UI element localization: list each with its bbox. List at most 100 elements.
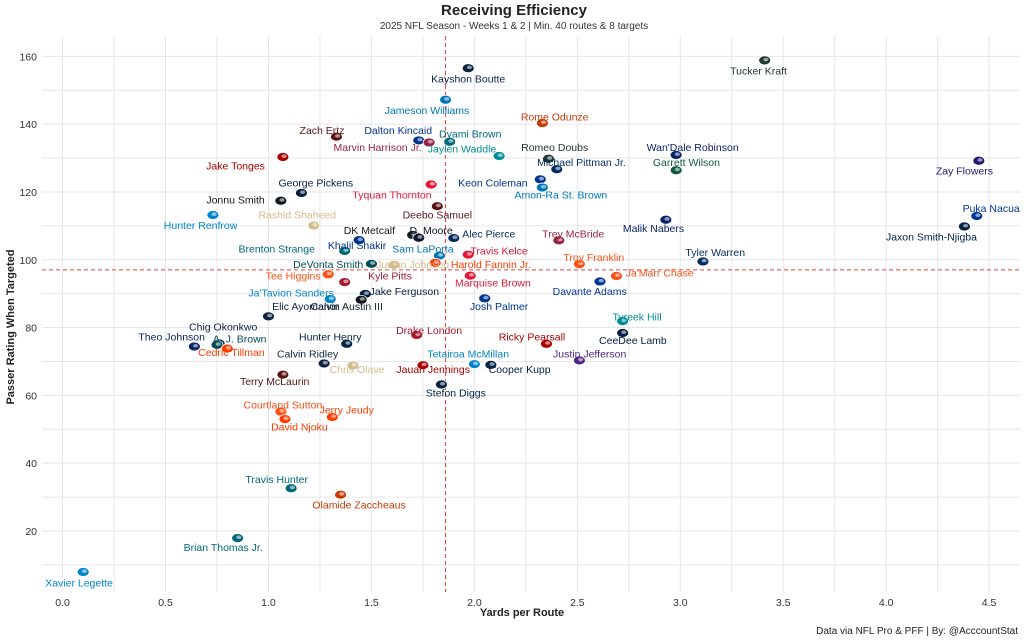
- y-tick-label: 80: [25, 323, 37, 335]
- player-label: Brenton Strange: [238, 244, 315, 256]
- y-tick-label: 120: [19, 187, 37, 199]
- x-tick-label: 2.5: [570, 597, 585, 609]
- team-logo-highlight: [472, 361, 479, 366]
- player-label: Marquise Brown: [455, 277, 531, 289]
- team-logo-highlight: [963, 223, 969, 228]
- data-point: [410, 330, 424, 340]
- player-label: Olamide Zaccheaus: [312, 500, 405, 512]
- team-logo-highlight: [357, 237, 363, 242]
- player-label: Davante Adams: [553, 286, 627, 298]
- team-logo-highlight: [615, 273, 621, 278]
- data-point: [443, 136, 457, 147]
- data-point: [550, 164, 564, 175]
- data-point: [346, 360, 360, 371]
- player-label: Garrett Wilson: [653, 157, 720, 169]
- data-point: [432, 250, 446, 261]
- y-tick-label: 40: [25, 458, 37, 470]
- player-label: DK Metcalf: [344, 225, 395, 237]
- y-tick-label: 140: [19, 119, 37, 131]
- data-point: [540, 338, 553, 349]
- player-label: Kyle Pitts: [368, 271, 412, 283]
- team-logo-highlight: [427, 139, 433, 144]
- data-point: [231, 533, 245, 543]
- team-logo-highlight: [330, 414, 337, 419]
- player-label: Puka Nacua: [963, 203, 1020, 215]
- data-point: [535, 182, 549, 193]
- player-label: A. J. Brown: [213, 333, 267, 345]
- team-logo-highlight: [547, 156, 553, 160]
- team-logo-highlight: [343, 248, 349, 252]
- player-label: Deebo Samuel: [403, 210, 472, 222]
- team-logo-highlight: [281, 154, 287, 159]
- data-point: [461, 249, 475, 260]
- x-tick-label: 3.5: [776, 597, 791, 609]
- player-label: Jake Ferguson: [370, 286, 440, 298]
- data-point: [334, 489, 347, 500]
- player-label: Romeo Doubs: [521, 142, 588, 154]
- player-label: Drake London: [396, 325, 462, 337]
- data-point: [659, 214, 673, 225]
- data-point: [616, 316, 630, 327]
- player-label: Justin Jefferson: [553, 349, 627, 361]
- team-logo-highlight: [328, 296, 335, 301]
- player-label: Marvin Harrison Jr.: [334, 142, 422, 154]
- player-label: CeeDee Lamb: [599, 335, 667, 347]
- player-label: Jaxon Smith-Njigba: [886, 232, 977, 244]
- data-point: [428, 257, 442, 268]
- data-point: [430, 201, 444, 212]
- data-point: [340, 338, 354, 349]
- x-tick-label: 4.5: [982, 597, 997, 609]
- data-point: [278, 414, 292, 424]
- team-logo-highlight: [417, 137, 423, 142]
- data-point: [412, 135, 426, 146]
- data-point: [76, 567, 90, 577]
- team-logo-highlight: [433, 260, 440, 264]
- team-logo-highlight: [468, 273, 475, 277]
- team-logo-highlight: [674, 152, 680, 156]
- x-tick-label: 1.0: [261, 597, 276, 609]
- data-point: [365, 258, 378, 269]
- team-logo-highlight: [343, 279, 349, 284]
- player-label: Keon Coleman: [458, 177, 528, 189]
- team-logo-highlight: [267, 313, 273, 318]
- data-point: [276, 369, 290, 380]
- team-logo-highlight: [435, 203, 442, 208]
- player-label: Alec Pierce: [462, 228, 515, 240]
- player-label: Jake Tonges: [206, 161, 265, 173]
- team-logo-highlight: [701, 258, 707, 263]
- team-logo-highlight: [621, 318, 627, 323]
- player-label: Chris Olave: [330, 364, 385, 376]
- team-logo-highlight: [322, 360, 328, 365]
- team-logo-highlight: [444, 97, 450, 101]
- data-point: [220, 343, 234, 354]
- player-label: Elic Ayomanor: [272, 301, 339, 313]
- player-label: Terry McLaurin: [240, 376, 310, 388]
- x-tick-label: 2.0: [467, 597, 482, 609]
- team-logo-highlight: [440, 381, 446, 386]
- data-point: [542, 153, 555, 164]
- player-label: Tyler Warren: [685, 247, 745, 259]
- data-point: [467, 359, 481, 370]
- team-logo-highlight: [392, 262, 398, 266]
- y-tick-label: 100: [19, 255, 37, 267]
- data-point: [187, 341, 201, 352]
- player-label: Hunter Renfrow: [164, 220, 238, 232]
- player-label: Tee Higgins: [266, 271, 321, 283]
- team-logo-highlight: [540, 184, 547, 189]
- data-point: [307, 220, 321, 231]
- data-point: [696, 256, 710, 267]
- data-point: [262, 311, 275, 322]
- player-label: Cooper Kupp: [489, 364, 551, 376]
- data-point: [461, 63, 475, 74]
- data-point: [552, 235, 566, 246]
- team-logo-highlight: [429, 181, 435, 186]
- player-label: Harold Fannin Jr.: [451, 259, 531, 271]
- player-label: Kayshon Boutte: [431, 73, 505, 85]
- y-axis-title: Passer Rating When Targeted: [5, 249, 17, 404]
- player-label: Rashid Shaheed: [258, 210, 336, 222]
- player-label: Brian Thomas Jr.: [184, 542, 263, 554]
- gridlines: [42, 36, 1020, 592]
- x-axis-title: Yards per Route: [480, 607, 564, 619]
- point-labels: Tucker Kraft Kayshon Boutte Jameson Willia…: [45, 66, 1020, 590]
